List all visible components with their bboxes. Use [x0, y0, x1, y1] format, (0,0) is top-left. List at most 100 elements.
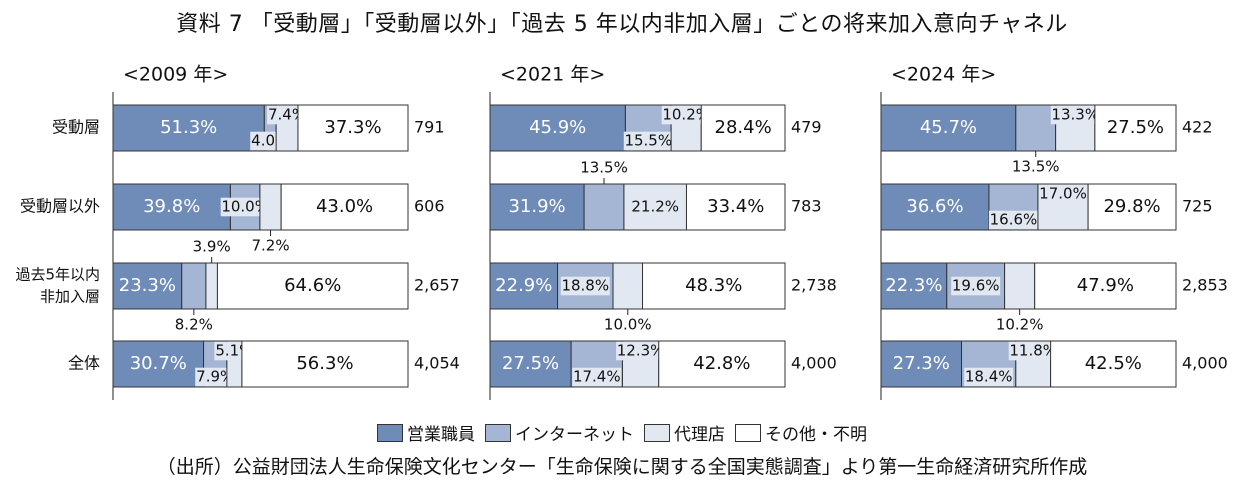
data-label-1-3-agency: 12.3% — [617, 342, 665, 360]
data-label-1-1-internet: 13.5% — [580, 159, 628, 177]
data-label-2-3-agency: 11.8% — [1009, 342, 1057, 360]
data-label-0-0-agency: 7.4% — [268, 106, 306, 124]
data-label-0-2-sales: 23.3% — [119, 275, 176, 296]
bar-0-0-other — [297, 104, 409, 152]
row-label-2-1: 非加入層 — [40, 288, 100, 306]
bar-1-1-sales — [489, 183, 585, 231]
row-label-2-0: 過去5年以内 — [15, 266, 100, 284]
bar-1-1-internet — [583, 183, 625, 231]
data-label-0-0-sales: 51.3% — [160, 117, 217, 138]
data-label-1-2-internet-bg — [560, 276, 610, 296]
data-label-2-3-internet: 18.4% — [965, 368, 1013, 386]
data-label-1-1-other: 33.4% — [707, 196, 764, 217]
data-label-2-0-agency-bg — [1050, 105, 1100, 125]
legend-label-sales: 営業職員 — [407, 425, 475, 445]
data-label-1-2-other: 48.3% — [685, 275, 742, 296]
legend-swatch-internet — [485, 423, 511, 442]
n-value-2-1: 725 — [1182, 197, 1213, 216]
n-value-2-0: 422 — [1182, 118, 1213, 137]
legend-item-agency: 代理店 — [644, 420, 725, 445]
data-label-2-3-other: 42.5% — [1085, 353, 1142, 374]
data-label-1-3-agency-bg — [616, 341, 666, 361]
n-value-1-1: 783 — [791, 197, 822, 216]
data-label-0-3-internet: 7.9% — [196, 368, 234, 386]
data-label-2-2-other: 47.9% — [1077, 275, 1134, 296]
data-label-0-3-internet-bg — [195, 367, 236, 387]
bar-1-0-sales — [489, 104, 626, 152]
n-value-1-0: 479 — [791, 118, 822, 137]
bar-2-2-sales — [880, 262, 948, 310]
data-label-0-2-agency: 3.9% — [193, 238, 231, 256]
data-label-2-2-internet-bg — [951, 276, 1001, 296]
data-label-2-1-internet: 16.6% — [990, 211, 1038, 229]
data-label-1-0-internet: 15.5% — [624, 132, 672, 150]
data-label-1-0-agency-bg — [661, 105, 711, 125]
legend-item-other: その他・不明 — [735, 420, 867, 445]
bar-0-2-agency — [205, 262, 218, 310]
bar-1-1-other — [685, 183, 786, 231]
data-label-2-3-agency-bg — [1008, 341, 1058, 361]
data-label-2-2-internet: 19.6% — [952, 277, 1000, 295]
bar-2-0-internet — [1015, 104, 1057, 152]
n-value-0-2: 2,657 — [414, 276, 460, 295]
data-label-1-2-sales: 22.9% — [495, 275, 552, 296]
data-label-0-1-agency: 7.2% — [251, 237, 289, 255]
data-label-2-0-internet: 13.5% — [1012, 158, 1060, 176]
data-label-2-1-agency-bg — [1038, 184, 1088, 204]
data-label-2-0-agency: 13.3% — [1051, 106, 1099, 124]
data-label-1-3-internet-bg — [572, 367, 622, 387]
legend: 営業職員 インターネット 代理店 その他・不明 — [0, 420, 1244, 445]
n-value-0-0: 791 — [414, 118, 445, 137]
bar-0-1-other — [280, 183, 409, 231]
n-value-2-3: 4,000 — [1182, 354, 1228, 373]
row-label-3: 全体 — [68, 354, 100, 373]
data-label-0-3-other: 56.3% — [296, 353, 353, 374]
bar-0-3-other — [241, 340, 409, 388]
data-label-1-0-agency: 10.2% — [662, 106, 710, 124]
bar-2-3-other — [1050, 340, 1177, 388]
data-label-2-2-agency: 10.2% — [996, 316, 1044, 334]
n-value-1-3: 4,000 — [791, 354, 837, 373]
data-label-1-0-sales: 45.9% — [529, 117, 586, 138]
panel-title-2: <2024 年> — [891, 64, 996, 86]
data-label-0-1-internet-bg — [220, 197, 270, 217]
data-label-0-1-sales: 39.8% — [143, 196, 200, 217]
data-label-2-3-sales: 27.3% — [893, 353, 950, 374]
data-label-2-0-sales: 45.7% — [920, 117, 977, 138]
bar-0-2-other — [216, 262, 409, 310]
data-label-1-0-internet-bg — [623, 131, 673, 151]
n-value-2-2: 2,853 — [1182, 276, 1228, 295]
row-label-1: 受動層以外 — [20, 197, 100, 216]
bar-0-1-agency — [259, 183, 282, 231]
bar-0-1-sales — [112, 183, 231, 231]
panel-title-0: <2009 年> — [123, 64, 228, 86]
legend-item-internet: インターネット — [485, 420, 634, 445]
data-label-0-2-other: 64.6% — [284, 275, 341, 296]
bar-1-3-other — [658, 340, 786, 388]
data-label-2-1-sales: 36.6% — [906, 196, 963, 217]
data-label-0-3-sales: 30.7% — [130, 353, 187, 374]
bar-1-2-sales — [489, 262, 559, 310]
panel-title-1: <2021 年> — [500, 64, 605, 86]
data-label-1-1-agency: 21.2% — [631, 198, 679, 216]
data-label-0-0-agency-bg — [267, 105, 308, 125]
bar-0-0-sales — [112, 104, 265, 152]
bar-0-3-sales — [112, 340, 205, 388]
data-label-0-1-other: 43.0% — [316, 196, 373, 217]
data-label-1-3-sales: 27.5% — [502, 353, 559, 374]
source-note: （出所）公益財団法人生命保険文化センター「生命保険に関する全国実態調査」より第一… — [156, 456, 1088, 478]
data-label-2-1-agency: 17.0% — [1039, 185, 1087, 203]
data-label-2-1-other: 29.8% — [1103, 196, 1160, 217]
data-label-1-1-sales: 31.9% — [508, 196, 565, 217]
n-value-0-3: 4,054 — [414, 354, 460, 373]
n-value-1-2: 2,738 — [791, 276, 837, 295]
bar-2-0-sales — [880, 104, 1017, 152]
data-label-2-3-internet-bg — [964, 367, 1014, 387]
data-label-2-0-other: 27.5% — [1107, 117, 1164, 138]
data-label-1-1-agency-bg — [630, 197, 680, 217]
legend-label-internet: インターネット — [515, 425, 634, 445]
bar-2-1-sales — [880, 183, 990, 231]
data-label-1-2-internet: 18.8% — [561, 277, 609, 295]
